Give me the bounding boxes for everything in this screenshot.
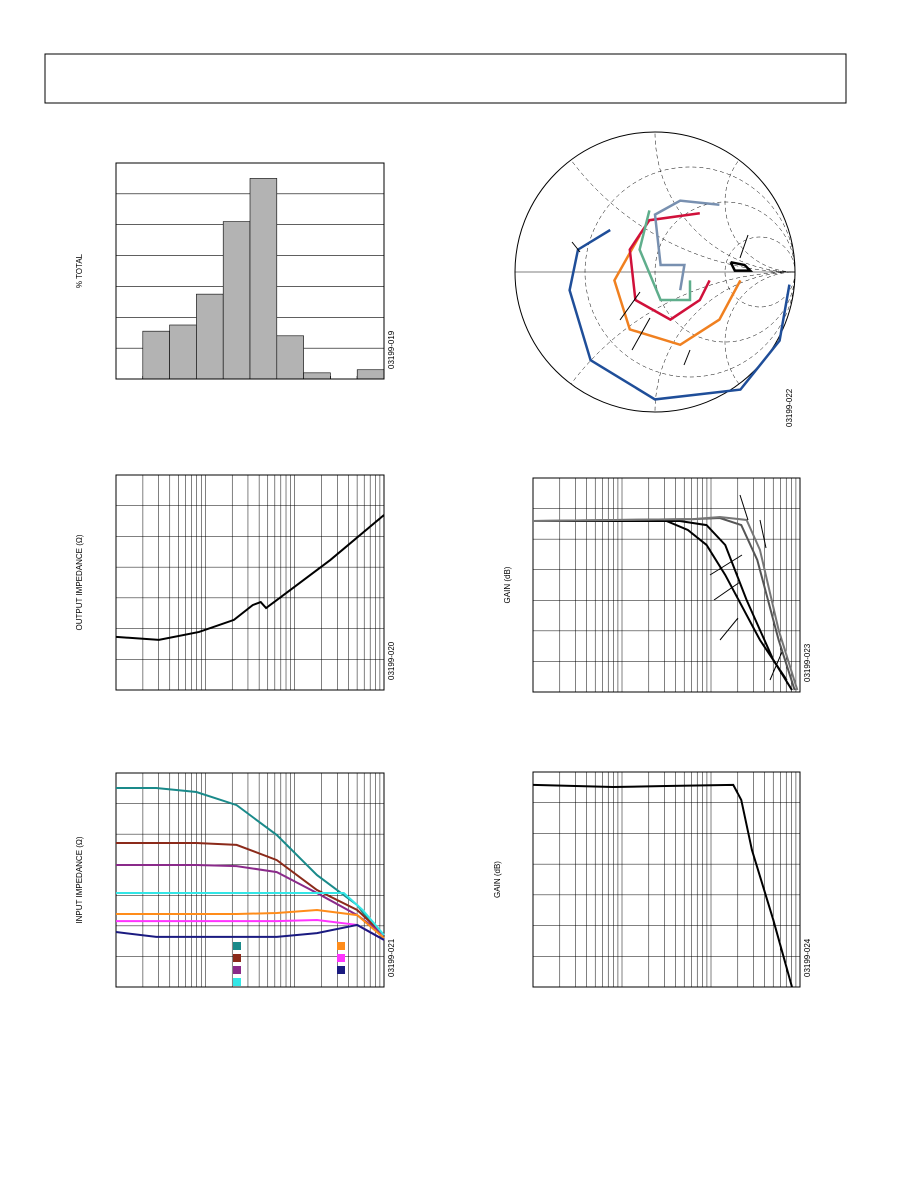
annotation-arrow <box>739 234 749 259</box>
series-line <box>532 515 799 691</box>
plot-frame <box>115 474 385 691</box>
annotation-arrow <box>709 554 743 576</box>
series-line <box>653 199 720 291</box>
annotation-arrow <box>619 291 641 321</box>
legend-swatch <box>233 966 241 974</box>
annotation-arrow <box>571 241 581 253</box>
legend-swatch <box>233 954 241 962</box>
figure-code: 03199-022 <box>785 388 794 427</box>
series-line <box>533 520 793 691</box>
y-axis-label: % TOTAL <box>75 253 84 288</box>
series-line <box>116 864 385 936</box>
series-line <box>628 211 711 322</box>
bar <box>222 221 251 380</box>
series-line <box>532 783 793 988</box>
bar <box>169 324 197 380</box>
series-line <box>116 786 385 941</box>
header-box <box>44 53 847 104</box>
plot-frame <box>532 771 801 988</box>
legend-swatch <box>233 942 241 950</box>
y-axis-label: OUTPUT IMPEDANCE (Ω) <box>75 534 84 630</box>
plot-frame <box>115 162 385 380</box>
smith-grid <box>724 271 795 412</box>
y-axis-label: GAIN (dB) <box>493 861 502 898</box>
annotation-arrow <box>683 349 691 366</box>
plot-frame <box>115 772 385 988</box>
bar <box>356 369 385 380</box>
bar <box>196 293 224 380</box>
series-line <box>116 919 385 941</box>
series-line <box>729 260 754 272</box>
series-line <box>613 234 742 347</box>
y-axis-label: GAIN (dB) <box>503 566 512 603</box>
annotation-arrow <box>769 651 783 681</box>
legend-swatch <box>233 978 241 986</box>
bar <box>249 178 278 380</box>
series-line <box>116 892 385 936</box>
series-line <box>116 841 385 936</box>
bar <box>142 330 170 380</box>
y-axis-label: INPUT IMPEDANCE (Ω) <box>75 836 84 924</box>
bar <box>303 372 331 380</box>
figure-code: 03199-023 <box>803 643 812 682</box>
legend-swatch <box>337 954 345 962</box>
legend-swatch <box>337 966 345 974</box>
bar <box>276 335 304 380</box>
series-line <box>116 908 385 939</box>
figure-code: 03199-019 <box>387 330 396 369</box>
series-line <box>638 210 692 302</box>
annotation-arrow <box>739 494 749 521</box>
annotation-arrow <box>713 581 741 601</box>
figure-code: 03199-021 <box>387 938 396 977</box>
smith-grid <box>515 132 795 273</box>
annotation-arrow <box>631 317 651 351</box>
legend-swatch <box>337 942 345 950</box>
annotation-arrow <box>719 617 739 641</box>
plot-frame <box>532 477 801 693</box>
series-line <box>115 514 385 641</box>
series-line <box>115 923 385 941</box>
series-line <box>568 228 791 401</box>
smith-grid <box>724 132 795 273</box>
annotation-arrow <box>759 519 767 549</box>
figure-code: 03199-020 <box>387 641 396 680</box>
series-line <box>532 517 796 691</box>
figure-code: 03199-024 <box>803 938 812 977</box>
